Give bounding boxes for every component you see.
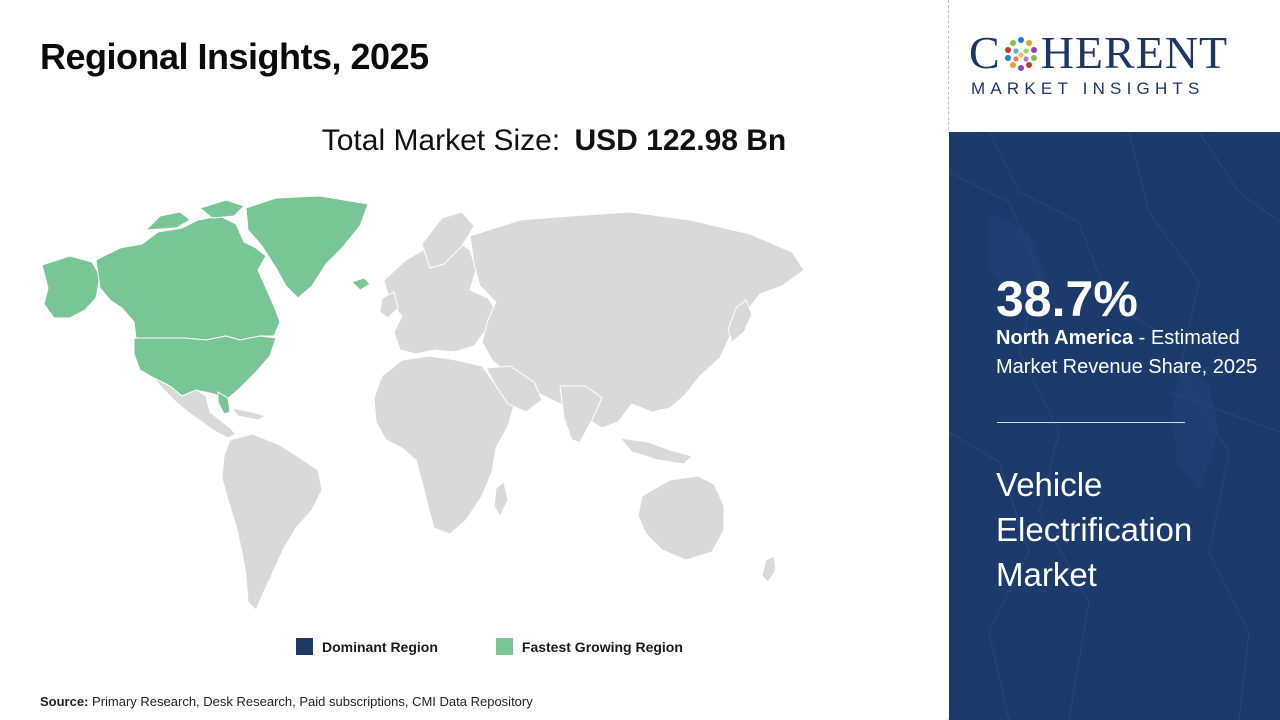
legend-label-fastest: Fastest Growing Region: [521, 638, 683, 655]
africa-shape: [373, 355, 515, 535]
logo-letters-herent: HERENT: [1040, 27, 1229, 78]
logo-wordmark: C HERENT: [969, 30, 1228, 76]
legend-item-dominant: Dominant Region: [296, 638, 438, 655]
map-legend: Dominant Region Fastest Growing Region: [296, 638, 741, 655]
legend-swatch-dominant: [296, 638, 313, 655]
legend-swatch-fastest: [495, 638, 513, 655]
legend-item-fastest: Fastest Growing Region: [495, 638, 683, 655]
logo-dots-icon: [1002, 34, 1040, 72]
madagascar-shape: [493, 481, 509, 518]
arctic-islands-shape: [144, 199, 245, 231]
florida-shape: [217, 391, 231, 415]
caribbean-shape: [230, 407, 268, 421]
india-shape: [559, 385, 603, 443]
world-map: [41, 195, 805, 611]
south-america-shape: [221, 433, 323, 611]
iceland-shape: [351, 277, 371, 291]
map-section: Regional Insights, 2025 Total Market Siz…: [0, 36, 948, 709]
total-market-size: Total Market Size: USD 122.98 Bn: [0, 124, 948, 158]
legend-label-dominant: Dominant Region: [322, 638, 438, 655]
canada-shape: [95, 215, 281, 341]
stat-description: North America - Estimated Market Revenue…: [996, 324, 1266, 382]
source-note: Source: Primary Research, Desk Research,…: [40, 694, 533, 709]
source-label: Source:: [40, 694, 89, 709]
alaska-shape: [41, 255, 101, 319]
scandinavia-shape: [421, 211, 475, 269]
logo-letter-c: C: [969, 27, 1001, 78]
new-zealand-shape: [761, 555, 777, 583]
rest-of-world: [153, 211, 805, 611]
uk-shape: [379, 291, 399, 319]
mexico-central-america-shape: [153, 377, 237, 439]
market-size-label: Total Market Size:: [321, 124, 561, 157]
japan-shape: [727, 299, 753, 343]
logo-subtitle: MARKET INSIGHTS: [971, 79, 1205, 98]
stat-panel: 38.7% North America - Estimated Market R…: [949, 132, 1280, 720]
stat-percent: 38.7%: [996, 271, 1138, 327]
southeast-asia-islands-shape: [618, 437, 693, 465]
stat-description-text: - Estimated Market Revenue Share, 2025: [996, 327, 1258, 378]
panel-divider: [997, 422, 1185, 423]
north-america-region: [41, 195, 371, 415]
source-text: Primary Research, Desk Research, Paid su…: [92, 694, 533, 709]
header-divider: [948, 0, 949, 130]
market-size-value: USD 122.98 Bn: [574, 124, 787, 157]
company-logo: C HERENT MARKET INSIGHTS: [949, 0, 1280, 132]
market-name: Vehicle Electrification Market: [996, 466, 1193, 593]
page-title: Regional Insights, 2025: [40, 36, 429, 77]
panel-map-texture: [949, 132, 1280, 720]
arabia-shape: [485, 365, 543, 413]
usa-shape: [133, 335, 277, 401]
greenland-shape: [245, 195, 369, 299]
australia-shape: [637, 475, 725, 561]
stat-region: North America: [996, 327, 1134, 349]
russia-asia-shape: [469, 211, 805, 429]
